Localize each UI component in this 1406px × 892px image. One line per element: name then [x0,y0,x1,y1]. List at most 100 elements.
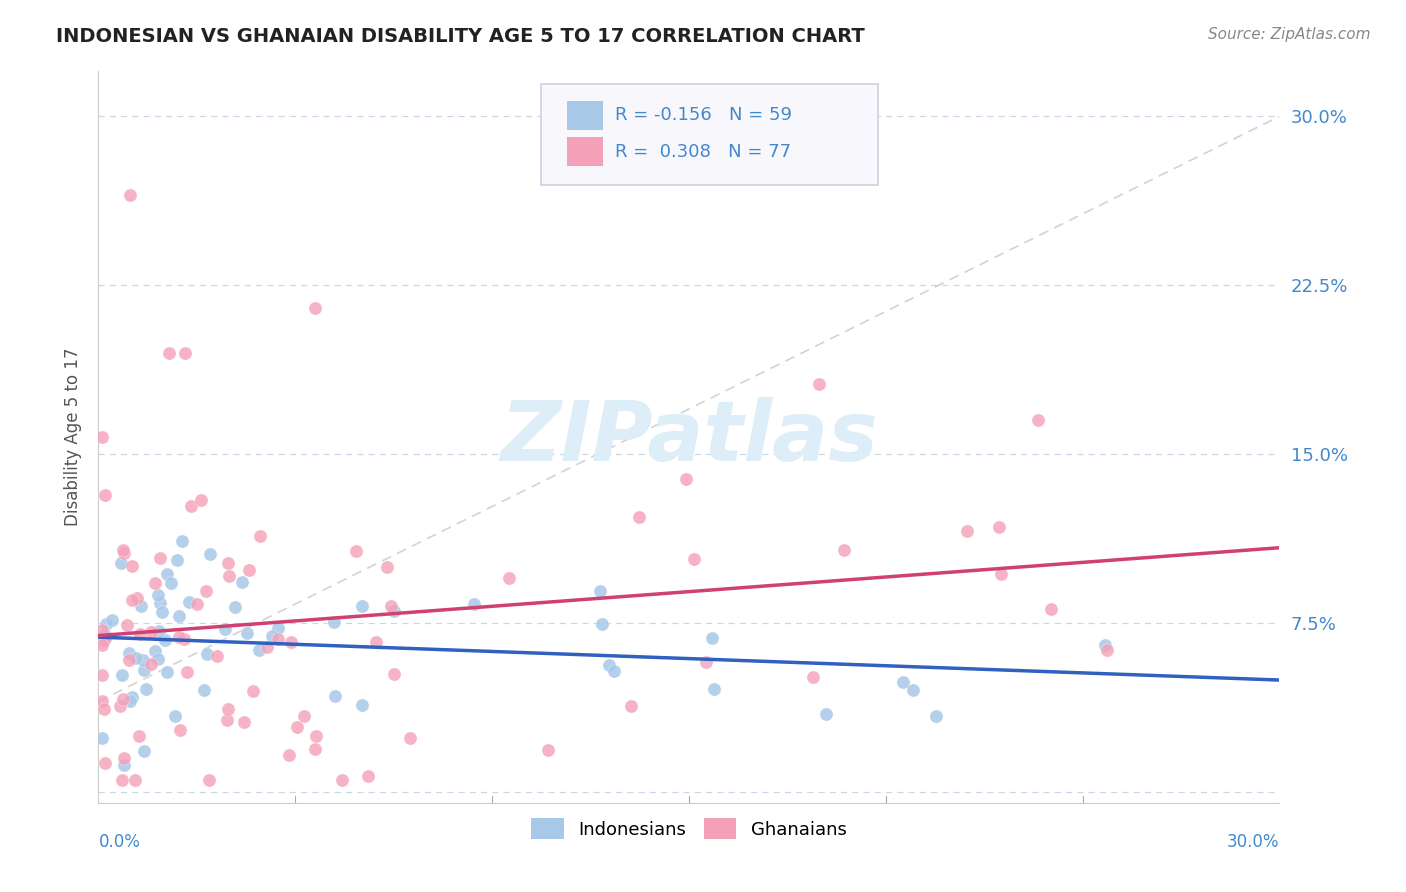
Point [149,596,172,610]
Bar [567,101,603,130]
Point [193,682,215,697]
Point [93,488,115,502]
Point [94,630,117,644]
Point [173,632,195,646]
Text: 30.0%: 30.0% [1227,833,1279,851]
Point [190,492,212,507]
Legend: Indonesians, Ghanaians: Indonesians, Ghanaians [524,811,853,847]
Point [832,543,855,558]
Point [207,649,229,664]
Point [156,665,179,679]
Point [987,520,1010,534]
Point [101,613,124,627]
Point [463,598,485,612]
Text: 0.0%: 0.0% [98,833,141,851]
Text: INDONESIAN VS GHANAIAN DISABILITY AGE 5 TO 17 CORRELATION CHART: INDONESIAN VS GHANAIAN DISABILITY AGE 5 … [56,27,865,45]
Point [364,635,387,649]
Point [91,694,114,708]
Point [163,709,186,723]
Point [198,773,221,788]
Point [91,623,114,637]
Point [200,547,222,561]
Text: ZIPatlas: ZIPatlas [501,397,877,477]
Point [215,713,238,727]
Point [382,604,405,618]
Point [217,556,239,570]
Point [143,644,166,658]
Point [112,757,135,772]
Point [498,571,520,585]
Point [91,638,114,652]
Point [350,599,373,614]
Point [1026,413,1049,427]
Point [399,731,422,745]
Point [160,576,183,591]
Point [124,651,146,665]
Point [132,653,155,667]
Bar [567,137,603,167]
Point [150,605,173,619]
Point [121,690,143,704]
Point [620,699,643,714]
Point [166,552,188,566]
Text: Source: ZipAtlas.com: Source: ZipAtlas.com [1208,27,1371,42]
Point [96,617,118,632]
Point [128,730,150,744]
Text: R =  0.308   N = 77: R = 0.308 N = 77 [614,143,790,161]
Point [146,588,169,602]
Point [149,551,172,566]
Point [232,715,254,730]
Point [169,723,191,737]
Point [139,657,162,671]
Point [153,632,176,647]
Point [695,655,717,669]
Point [108,698,131,713]
Point [1097,643,1119,657]
Point [537,743,560,757]
Point [815,707,838,722]
Point [602,664,624,678]
Point [121,559,143,574]
Point [990,566,1012,581]
Point [380,599,402,613]
Point [242,684,264,698]
Point [304,729,326,743]
Point [903,683,925,698]
Point [375,559,398,574]
Point [247,642,270,657]
Point [121,592,143,607]
Point [141,625,163,640]
Point [266,621,288,635]
Point [260,629,283,643]
Point [111,692,134,706]
Point [702,631,724,645]
Text: R = -0.156   N = 59: R = -0.156 N = 59 [614,106,792,124]
Point [591,617,613,632]
Point [111,668,134,682]
Point [195,647,218,661]
Point [172,534,194,549]
Point [91,731,114,746]
Point [238,563,260,577]
Point [323,689,346,703]
Point [350,698,373,712]
Point [112,545,135,559]
Point [1094,638,1116,652]
Point [357,769,380,783]
Point [94,756,117,770]
Point [167,630,190,644]
Point [330,773,353,788]
Point [128,627,150,641]
Point [292,709,315,723]
Point [224,599,246,614]
Point [249,529,271,543]
Point [156,567,179,582]
Point [111,543,134,558]
Point [236,626,259,640]
Point [808,377,831,392]
Point [93,633,115,648]
Point [125,591,148,606]
Point [93,702,115,716]
Point [148,624,170,638]
Point [118,653,141,667]
